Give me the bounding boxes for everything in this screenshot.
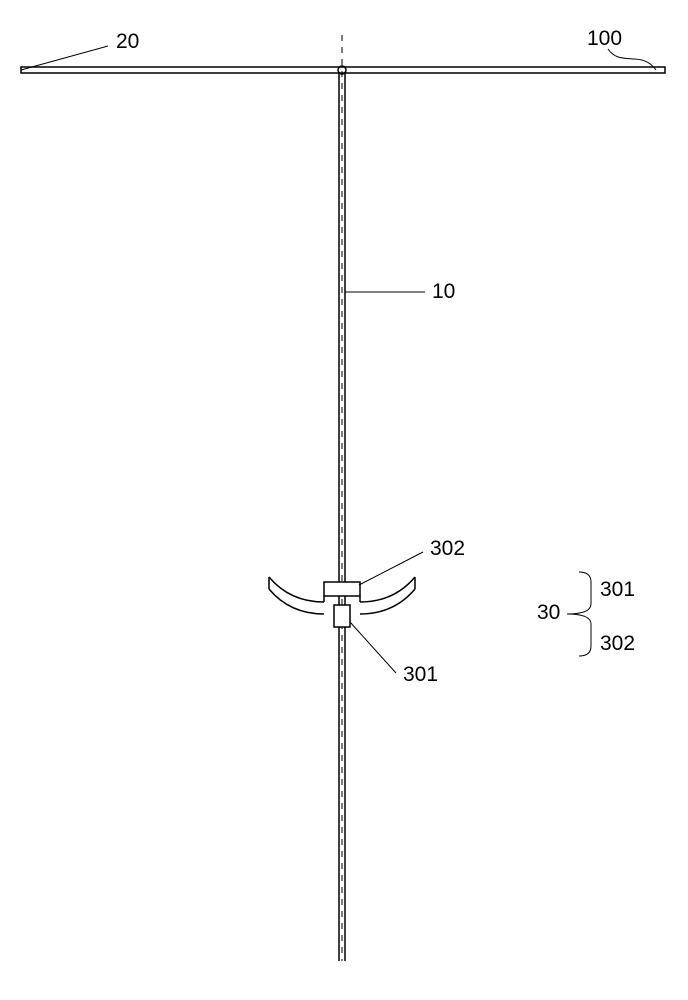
top-bar (21, 67, 665, 73)
label-30: 30 (537, 601, 560, 624)
leader-301 (350, 622, 396, 673)
label-301: 301 (600, 578, 635, 601)
collar (334, 605, 350, 627)
leader-302 (359, 552, 423, 585)
diagram-canvas: 20 100 10 302 301 30 301 302 (0, 0, 688, 1000)
label-301: 301 (403, 663, 438, 686)
label-302: 302 (600, 632, 635, 655)
label-10: 10 (432, 280, 455, 303)
brace-30 (567, 572, 591, 656)
platform-center-block (324, 582, 360, 596)
label-20: 20 (116, 30, 139, 53)
label-302: 302 (430, 537, 465, 560)
label-100: 100 (587, 27, 622, 50)
